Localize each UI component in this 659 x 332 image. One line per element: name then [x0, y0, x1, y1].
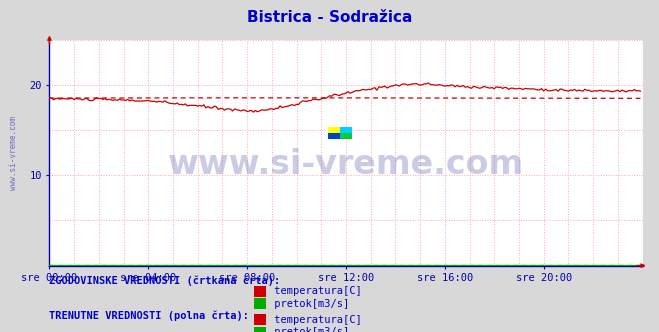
Text: www.si-vreme.com: www.si-vreme.com — [168, 147, 524, 181]
Text: pretok[m3/s]: pretok[m3/s] — [268, 299, 349, 309]
Text: temperatura[C]: temperatura[C] — [268, 287, 362, 296]
Text: temperatura[C]: temperatura[C] — [268, 315, 362, 325]
Text: pretok[m3/s]: pretok[m3/s] — [268, 327, 349, 332]
Text: ZGODOVINSKE VREDNOSTI (črtkana črta):: ZGODOVINSKE VREDNOSTI (črtkana črta): — [49, 276, 281, 286]
Text: www.si-vreme.com: www.si-vreme.com — [9, 116, 18, 190]
Text: TRENUTNE VREDNOSTI (polna črta):: TRENUTNE VREDNOSTI (polna črta): — [49, 310, 249, 321]
Text: Bistrica - Sodražica: Bistrica - Sodražica — [247, 10, 412, 25]
